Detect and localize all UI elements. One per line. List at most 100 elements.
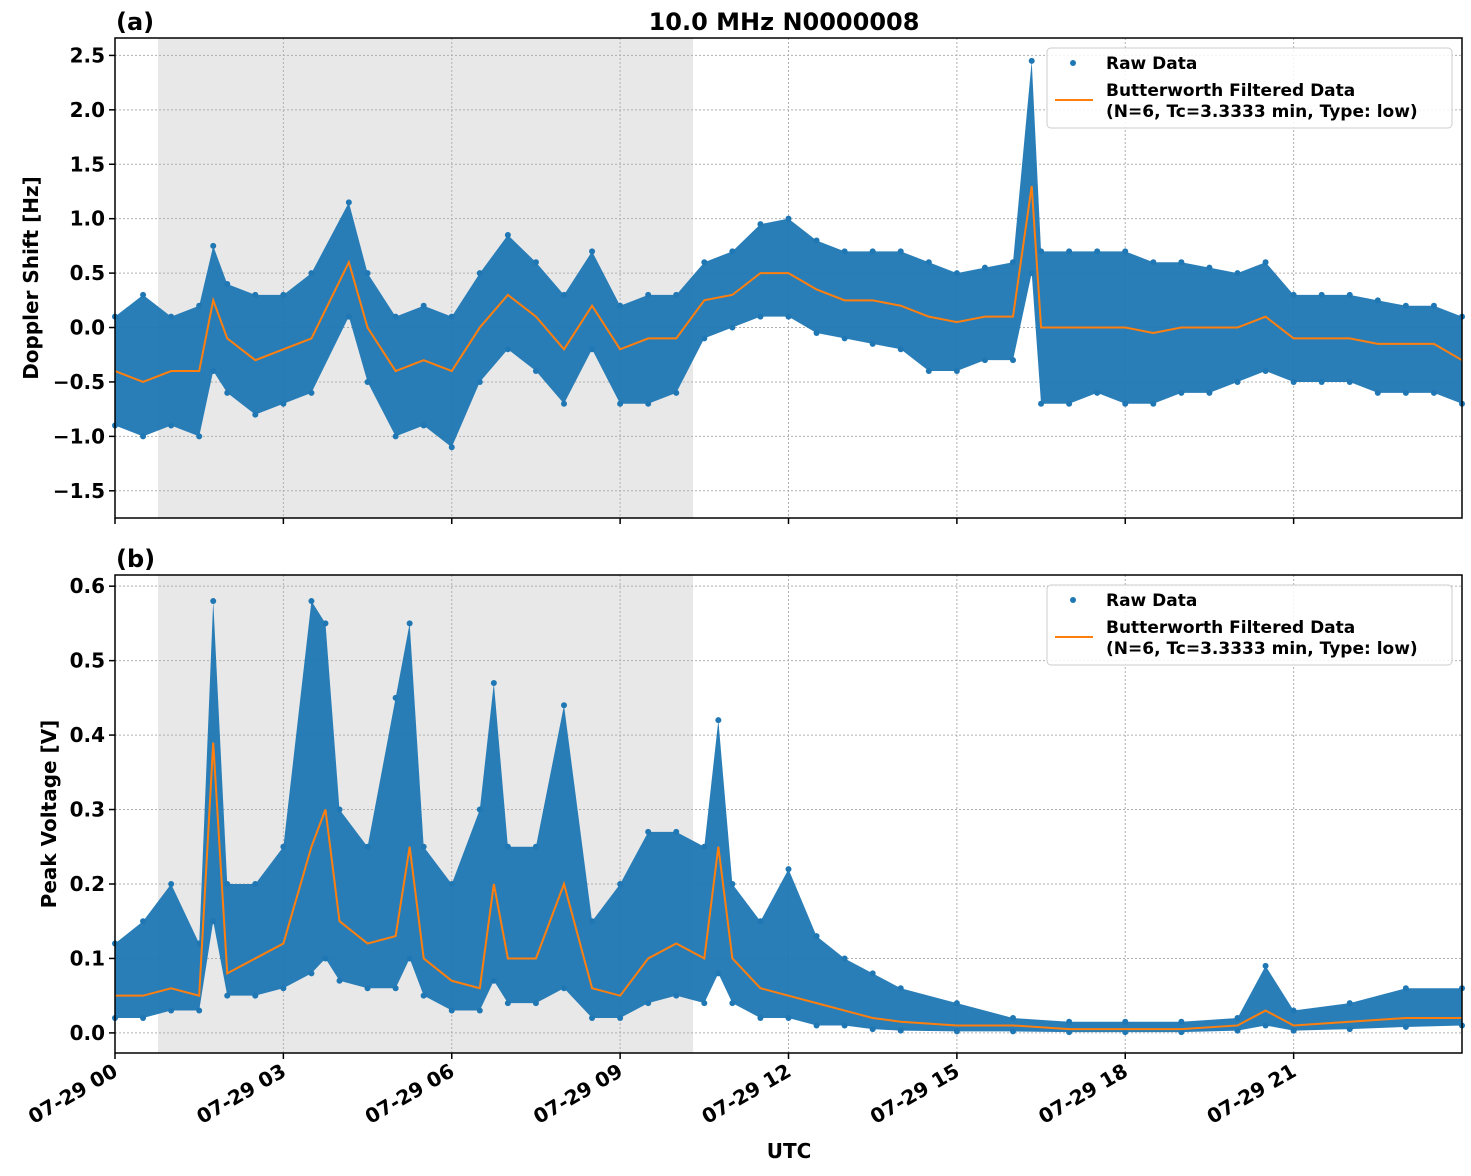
raw-data-point (589, 918, 596, 925)
raw-data-point (1262, 368, 1269, 375)
raw-data-point (252, 411, 259, 418)
raw-data-point (1346, 291, 1353, 298)
raw-data-point (280, 291, 287, 298)
y-tick-label: 0.6 (70, 574, 105, 598)
raw-data-point (785, 313, 792, 320)
raw-data-point (140, 291, 147, 298)
legend-box (1046, 47, 1453, 129)
raw-data-point (1374, 389, 1381, 396)
raw-data-point (1122, 400, 1129, 407)
raw-data-point (1318, 378, 1325, 385)
raw-data-point (617, 880, 624, 887)
raw-data-point (785, 866, 792, 873)
y-tick-label: 0.5 (70, 261, 105, 285)
raw-data-point (561, 985, 567, 992)
raw-data-point (224, 280, 231, 287)
raw-data-point (869, 248, 876, 255)
raw-data-point (897, 1027, 904, 1034)
raw-data-point (252, 880, 259, 887)
raw-data-point (476, 806, 483, 813)
raw-data-point (364, 985, 371, 992)
y-tick-label: 0.1 (70, 946, 105, 970)
raw-data-point (561, 702, 567, 709)
raw-data-point (1010, 259, 1016, 266)
raw-data-point (420, 422, 427, 429)
raw-data-point (420, 843, 427, 850)
y-tick-label: −0.5 (53, 370, 105, 394)
raw-data-point (729, 1000, 736, 1007)
raw-data-point (224, 992, 231, 999)
raw-data-point (1094, 248, 1101, 255)
raw-data-point (168, 422, 175, 429)
raw-data-point (1346, 1000, 1353, 1007)
y-tick-label: 0.5 (70, 649, 105, 673)
legend-filtered-params: (N=6, Tc=3.3333 min, Type: low) (1106, 639, 1418, 659)
raw-data-point (1234, 1015, 1241, 1022)
raw-data-point (589, 1015, 596, 1022)
raw-data-point (476, 1007, 483, 1014)
raw-data-point (1430, 302, 1437, 309)
x-tick-label: 07-29 09 (529, 1059, 627, 1129)
raw-data-point (757, 313, 764, 320)
x-tick-label: 07-29 06 (361, 1059, 459, 1129)
raw-data-point (280, 400, 287, 407)
raw-data-point (617, 1015, 624, 1022)
raw-data-point (785, 1015, 792, 1022)
raw-data-point (1234, 270, 1241, 277)
y-tick-label: 0.2 (70, 872, 105, 896)
raw-data-point (1262, 1022, 1269, 1029)
raw-data-point (813, 1022, 820, 1029)
raw-data-point (1010, 1028, 1016, 1035)
raw-data-point (1262, 259, 1269, 266)
raw-data-point (1318, 291, 1325, 298)
raw-data-point (364, 843, 371, 850)
raw-data-point (1206, 389, 1213, 396)
raw-data-point (392, 433, 399, 440)
y-tick-label: 0.3 (70, 798, 105, 822)
raw-data-point (1122, 248, 1129, 255)
raw-data-point (406, 955, 413, 962)
raw-data-point (210, 242, 217, 249)
raw-data-point (224, 880, 231, 887)
raw-data-point (1150, 400, 1157, 407)
y-tick-label: 1.0 (70, 207, 105, 231)
raw-data-point (1290, 378, 1297, 385)
raw-data-point (1346, 1026, 1353, 1033)
raw-data-point (490, 679, 497, 686)
raw-data-point (196, 433, 203, 440)
filtered-data-line (115, 742, 1462, 1031)
raw-data-point (953, 368, 960, 375)
raw-data-point (345, 313, 352, 320)
raw-data-point (308, 970, 315, 977)
raw-data-point (1066, 1018, 1073, 1025)
y-axis-label-a: Doppler Shift [Hz] (19, 176, 43, 380)
raw-data-point (1010, 1015, 1016, 1022)
y-tick-label: 0.0 (70, 316, 105, 340)
raw-data-point (1374, 297, 1381, 304)
raw-data-point (1234, 1027, 1241, 1034)
legend-raw-label: Raw Data (1106, 54, 1197, 74)
raw-data-point (715, 970, 722, 977)
raw-data-point (504, 346, 511, 353)
legend-filtered-label: Butterworth Filtered Data (1106, 618, 1355, 638)
raw-data-point (504, 1000, 511, 1007)
raw-data-point (1206, 264, 1213, 271)
raw-data-point (589, 248, 596, 255)
raw-data-point (392, 313, 399, 320)
raw-data-point (701, 259, 708, 266)
raw-data-point (1290, 1007, 1297, 1014)
x-tick-label: 07-29 00 (24, 1059, 122, 1129)
raw-data-point (210, 368, 217, 375)
raw-data-point (897, 346, 904, 353)
raw-data-point (1290, 1027, 1297, 1034)
raw-data-point (1402, 985, 1409, 992)
raw-data-point (532, 843, 539, 850)
raw-data-point (1178, 389, 1185, 396)
raw-data-point (336, 977, 343, 984)
raw-data-point (1402, 1023, 1409, 1030)
raw-data-point (168, 313, 175, 320)
x-tick-label: 07-29 03 (192, 1059, 290, 1129)
raw-data-point (701, 335, 708, 342)
raw-data-point (210, 918, 217, 925)
raw-data-point (196, 940, 203, 947)
